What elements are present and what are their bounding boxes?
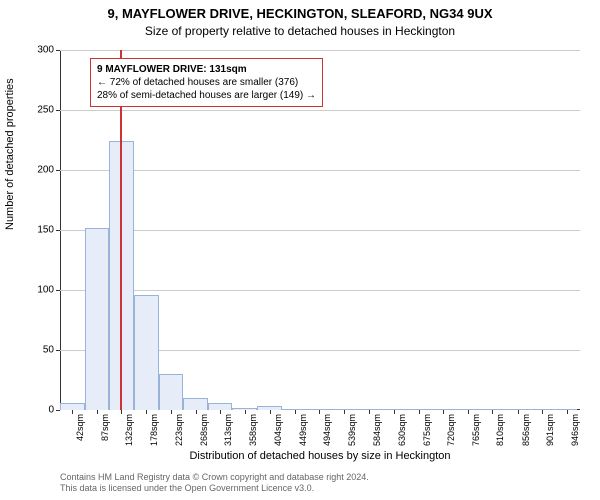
x-axis-label: Distribution of detached houses by size … [60, 450, 580, 462]
x-tick-label: 856sqm [521, 414, 531, 446]
footer-line-1: Contains HM Land Registry data © Crown c… [60, 472, 580, 483]
x-tick [542, 410, 543, 414]
histogram-bar [159, 374, 184, 410]
x-tick-label: 765sqm [471, 414, 481, 446]
y-tick-label: 100 [37, 285, 54, 296]
x-tick [146, 410, 147, 414]
x-tick-label: 901sqm [545, 414, 555, 446]
x-tick [196, 410, 197, 414]
x-tick-label: 675sqm [422, 414, 432, 446]
x-tick-label: 87sqm [100, 414, 110, 441]
x-tick [492, 410, 493, 414]
x-tick [270, 410, 271, 414]
x-tick [121, 410, 122, 414]
y-tick [56, 230, 60, 231]
x-tick [369, 410, 370, 414]
x-tick-label: 494sqm [322, 414, 332, 446]
histogram-bar [479, 409, 504, 410]
x-tick-label: 178sqm [149, 414, 159, 446]
y-tick [56, 170, 60, 171]
y-tick [56, 290, 60, 291]
x-tick [220, 410, 221, 414]
x-tick [419, 410, 420, 414]
histogram-bar [208, 403, 233, 410]
y-tick-label: 200 [37, 165, 54, 176]
x-tick [245, 410, 246, 414]
x-tick [468, 410, 469, 414]
x-tick [97, 410, 98, 414]
annotation-box: 9 MAYFLOWER DRIVE: 131sqm← 72% of detach… [90, 58, 323, 107]
annotation-line-1: 9 MAYFLOWER DRIVE: 131sqm [97, 63, 316, 76]
x-tick [443, 410, 444, 414]
x-tick [171, 410, 172, 414]
y-tick-label: 150 [37, 225, 54, 236]
footer-attribution: Contains HM Land Registry data © Crown c… [60, 472, 580, 494]
x-tick-label: 539sqm [347, 414, 357, 446]
y-tick [56, 350, 60, 351]
y-tick [56, 50, 60, 51]
x-tick-label: 358sqm [248, 414, 258, 446]
histogram-bar [60, 403, 85, 410]
histogram-bar [503, 409, 528, 410]
gridline [60, 290, 580, 291]
gridline [60, 230, 580, 231]
sub-title: Size of property relative to detached ho… [0, 24, 600, 38]
x-tick-label: 268sqm [199, 414, 209, 446]
footer-line-2: This data is licensed under the Open Gov… [60, 483, 580, 494]
x-tick-label: 42sqm [75, 414, 85, 441]
x-tick-label: 946sqm [570, 414, 580, 446]
histogram-bar [134, 295, 159, 410]
x-tick-label: 404sqm [273, 414, 283, 446]
x-tick [518, 410, 519, 414]
x-tick-label: 223sqm [174, 414, 184, 446]
x-tick [567, 410, 568, 414]
x-tick-label: 630sqm [397, 414, 407, 446]
y-axis-label: Number of detached properties [4, 78, 16, 230]
y-tick-label: 50 [43, 345, 54, 356]
x-tick-label: 449sqm [298, 414, 308, 446]
y-tick [56, 110, 60, 111]
histogram-bar [528, 409, 553, 410]
x-tick-label: 584sqm [372, 414, 382, 446]
x-tick-label: 132sqm [124, 414, 134, 446]
x-tick [319, 410, 320, 414]
y-tick-label: 300 [37, 45, 54, 56]
histogram-bar [454, 409, 479, 410]
gridline [60, 170, 580, 171]
annotation-line-2: ← 72% of detached houses are smaller (37… [97, 76, 316, 89]
x-tick [394, 410, 395, 414]
histogram-bar [183, 398, 208, 410]
gridline [60, 110, 580, 111]
y-tick-label: 0 [48, 405, 54, 416]
x-tick [295, 410, 296, 414]
x-tick-label: 810sqm [495, 414, 505, 446]
histogram-bar [429, 409, 454, 410]
histogram-bar [380, 409, 405, 410]
main-title: 9, MAYFLOWER DRIVE, HECKINGTON, SLEAFORD… [0, 6, 600, 21]
y-tick [56, 410, 60, 411]
histogram-bar [85, 228, 110, 410]
x-tick [344, 410, 345, 414]
gridline [60, 50, 580, 51]
chart-plot-area: 05010015020025030042sqm87sqm132sqm178sqm… [60, 50, 580, 410]
x-tick-label: 720sqm [446, 414, 456, 446]
x-tick [72, 410, 73, 414]
x-tick-label: 313sqm [223, 414, 233, 446]
histogram-bar [553, 409, 578, 410]
y-tick-label: 250 [37, 105, 54, 116]
annotation-line-3: 28% of semi-detached houses are larger (… [97, 89, 316, 102]
histogram-bar [405, 409, 430, 410]
